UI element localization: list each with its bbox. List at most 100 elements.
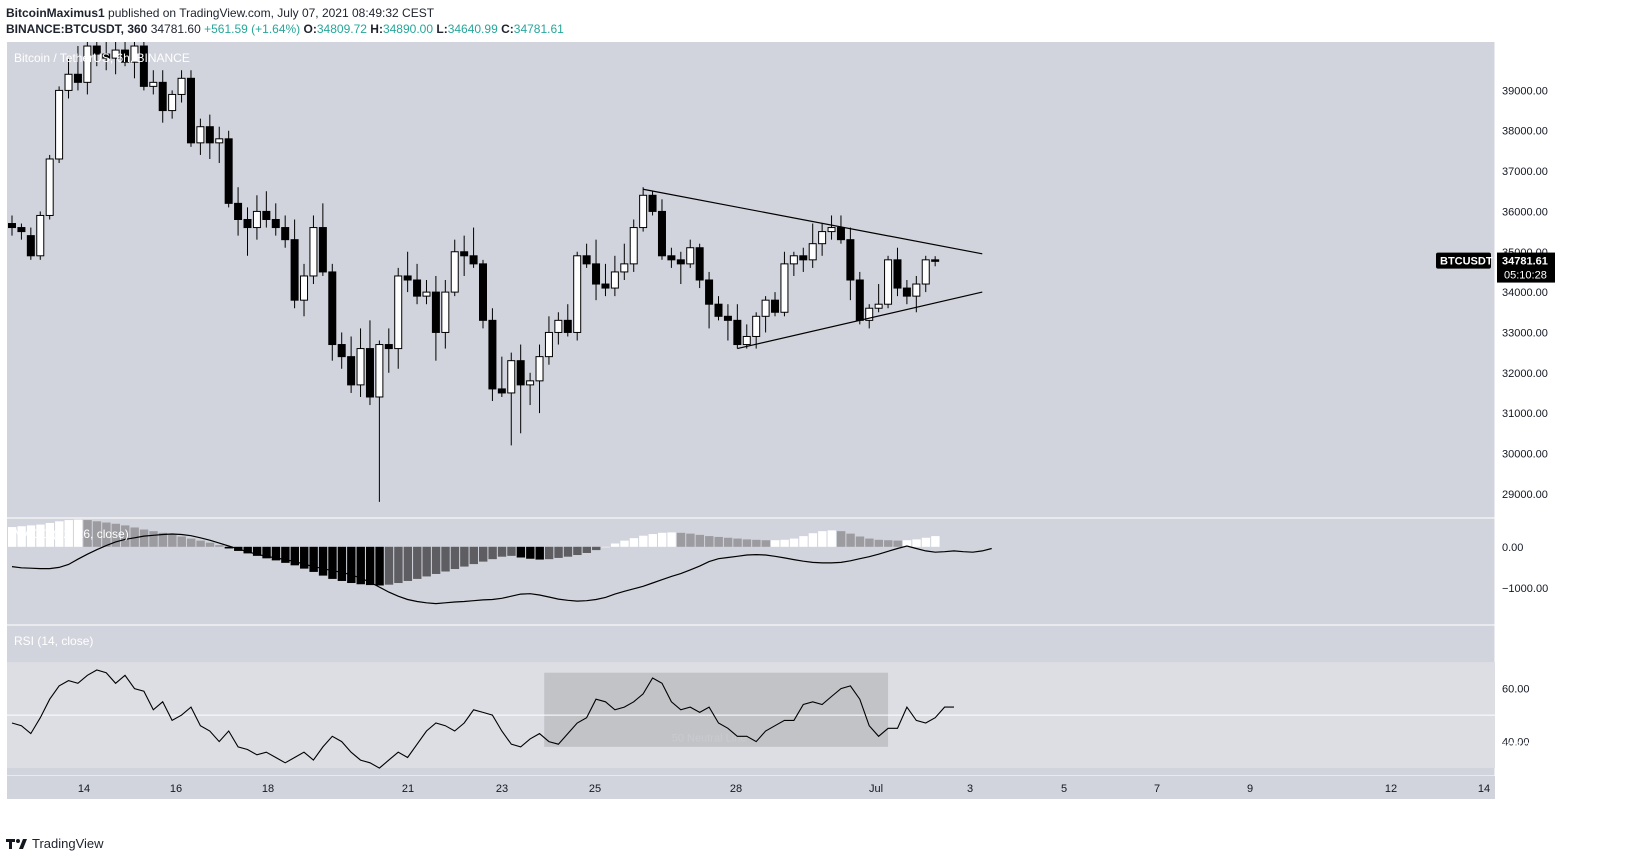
macd-tick-label: 0.00 — [1502, 542, 1523, 554]
candle-body — [657, 210, 666, 257]
candle-body — [121, 49, 130, 63]
publisher-name[interactable]: BitcoinMaximus1 — [6, 6, 105, 20]
price-tick-label: 33000.00 — [1502, 327, 1548, 339]
candle-body — [761, 299, 770, 317]
macd-histogram-bar — [554, 546, 563, 558]
candle-body — [403, 275, 412, 281]
macd-histogram-bar — [262, 546, 271, 559]
candle-body — [384, 344, 393, 350]
time-tick-label: 9 — [1247, 783, 1253, 795]
change-value: +561.59 (+1.64%) — [204, 22, 301, 36]
macd-histogram-bar — [497, 546, 507, 557]
candle-body — [64, 73, 73, 91]
candle-body — [921, 259, 930, 285]
candle-body — [92, 45, 101, 55]
candle-body — [55, 89, 64, 160]
time-tick-label: 14 — [1478, 783, 1490, 795]
macd-histogram-bar — [450, 546, 460, 570]
candle-body — [234, 202, 243, 220]
macd-histogram-bar — [403, 546, 413, 581]
price-tick-label: 30000.00 — [1502, 448, 1548, 460]
candle-body — [686, 247, 695, 265]
macd-histogram-bar — [92, 521, 102, 547]
candle-body — [26, 235, 35, 257]
candle-body — [365, 348, 374, 398]
candle-body — [931, 259, 940, 262]
macd-histogram-bar — [573, 546, 582, 556]
macd-histogram-bar — [855, 536, 865, 547]
candle-body — [902, 287, 911, 297]
candle-body — [186, 77, 195, 144]
price-tick-label: 32000.00 — [1502, 368, 1548, 380]
macd-histogram-bar — [102, 522, 111, 547]
candle-body — [460, 251, 469, 257]
close-value: 34781.61 — [513, 22, 564, 36]
candle-body — [17, 227, 26, 233]
trendline-descending-resistance[interactable] — [643, 188, 983, 255]
macd-histogram-bar — [808, 533, 818, 547]
price-tick-label: 39000.00 — [1502, 85, 1548, 97]
macd-histogram-bar — [761, 540, 770, 547]
macd-histogram-bar — [318, 546, 328, 576]
symbol-badge: BTCUSDT — [1436, 252, 1493, 269]
macd-histogram-bar — [431, 546, 441, 574]
macd-tick-label: −1000.00 — [1502, 583, 1548, 595]
time-axis[interactable] — [7, 776, 1495, 799]
time-tick-label: 12 — [1385, 783, 1397, 795]
candle-body — [450, 251, 459, 293]
open-value: 34809.72 — [316, 22, 367, 36]
time-tick-label: 14 — [78, 783, 90, 795]
price-tick-label: 31000.00 — [1502, 408, 1548, 420]
macd-histogram-bar — [902, 540, 912, 547]
publish-info: BitcoinMaximus1 published on TradingView… — [6, 6, 434, 20]
candle-body — [799, 255, 808, 261]
macd-histogram-bar — [224, 546, 234, 549]
price-tick-label: 36000.00 — [1502, 206, 1548, 218]
candle-body — [422, 291, 431, 297]
candle-body — [394, 275, 403, 350]
macd-histogram-bar — [714, 536, 723, 547]
time-tick-label: Jul — [869, 783, 883, 795]
candle-body — [300, 275, 309, 301]
candle-body — [771, 299, 780, 313]
tradingview-brand[interactable]: TradingView — [6, 836, 104, 851]
brand-name: TradingView — [32, 836, 104, 851]
macd-histogram-bar — [780, 539, 789, 547]
macd-histogram-bar — [196, 540, 205, 547]
macd-histogram-bar — [705, 536, 714, 547]
candle-body — [874, 303, 883, 309]
last-value: 34781.60 — [150, 22, 201, 36]
candle-body — [215, 138, 224, 144]
trendline-ascending-support[interactable] — [737, 291, 983, 350]
macd-histogram-bar — [620, 540, 629, 547]
svg-text:34781.61: 34781.61 — [1502, 256, 1548, 268]
candle-body — [243, 218, 252, 229]
candle-body — [827, 227, 836, 233]
rsi-highlight-range[interactable] — [544, 672, 889, 747]
macd-histogram-bar — [347, 546, 356, 584]
candle-body — [36, 214, 45, 257]
macd-histogram-bar — [657, 532, 667, 547]
candle-body — [516, 360, 525, 386]
macd-histogram-bar — [375, 546, 384, 586]
candle-body — [667, 255, 676, 261]
candle-body — [441, 291, 450, 333]
macd-histogram-bar — [563, 546, 573, 557]
macd-histogram-bar — [723, 537, 733, 547]
macd-histogram-bar — [733, 538, 742, 547]
macd-histogram-bar — [337, 546, 347, 581]
candle-body — [808, 243, 817, 261]
macd-histogram-bar — [328, 546, 337, 579]
time-tick-label: 25 — [589, 783, 601, 795]
macd-histogram-bar — [309, 546, 318, 572]
candle-body — [723, 315, 732, 321]
macd-histogram-bar — [121, 525, 130, 547]
macd-histogram-bar — [695, 534, 705, 547]
macd-histogram-bar — [45, 522, 55, 547]
candle-body — [149, 81, 158, 87]
low-value: 34640.99 — [447, 22, 498, 36]
macd-histogram-bar — [243, 546, 252, 554]
candle-body — [592, 263, 601, 285]
macd-histogram-bar — [422, 546, 431, 577]
